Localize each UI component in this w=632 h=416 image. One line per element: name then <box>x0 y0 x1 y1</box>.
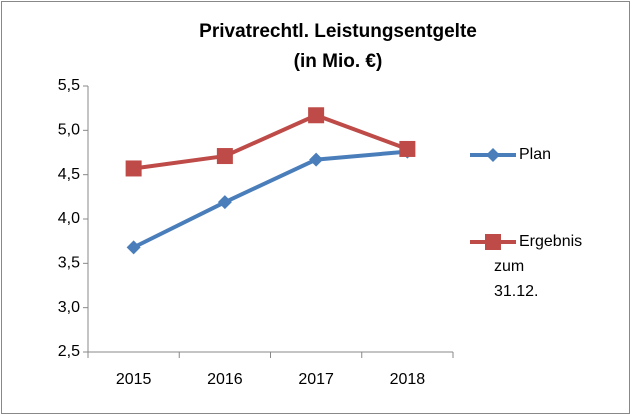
x-tick-label: 2016 <box>207 371 243 388</box>
chart-title: Privatrechtl. Leistungsentgelte <box>199 21 477 42</box>
data-point <box>125 160 142 177</box>
y-tick-label: 3,5 <box>58 255 80 272</box>
legend-marker <box>485 234 501 250</box>
legend-label: Plan <box>519 146 551 163</box>
y-tick-label: 5,0 <box>58 122 80 139</box>
y-tick-label: 3,0 <box>58 299 80 316</box>
data-point <box>217 195 232 210</box>
chart-title: (in Mio. €) <box>294 51 383 72</box>
data-point <box>309 152 324 167</box>
data-point <box>216 148 233 165</box>
x-tick-label: 2018 <box>390 371 426 388</box>
x-tick-label: 2015 <box>116 371 152 388</box>
data-point <box>126 240 141 255</box>
y-tick-label: 2,5 <box>58 343 80 360</box>
data-point <box>399 140 416 157</box>
data-point <box>308 107 325 124</box>
legend-marker <box>486 148 500 162</box>
series-line <box>133 113 409 171</box>
y-tick-label: 4,5 <box>58 166 80 183</box>
series-line <box>132 149 408 250</box>
x-tick-label: 2017 <box>298 371 334 388</box>
legend-label: Ergebnis zum 31.12. <box>494 233 582 300</box>
y-tick-label: 5,5 <box>58 77 80 94</box>
y-tick-label: 4,0 <box>58 210 80 227</box>
